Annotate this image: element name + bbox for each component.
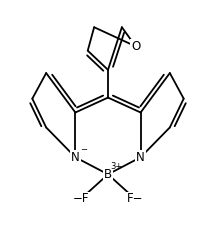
Text: 3+: 3+ <box>110 162 123 171</box>
Text: B: B <box>104 168 112 181</box>
Text: −F: −F <box>73 192 89 205</box>
Text: N: N <box>71 151 80 164</box>
Text: −: − <box>80 145 87 154</box>
Text: N: N <box>136 151 145 164</box>
Text: O: O <box>131 40 140 53</box>
Text: F−: F− <box>127 192 143 205</box>
